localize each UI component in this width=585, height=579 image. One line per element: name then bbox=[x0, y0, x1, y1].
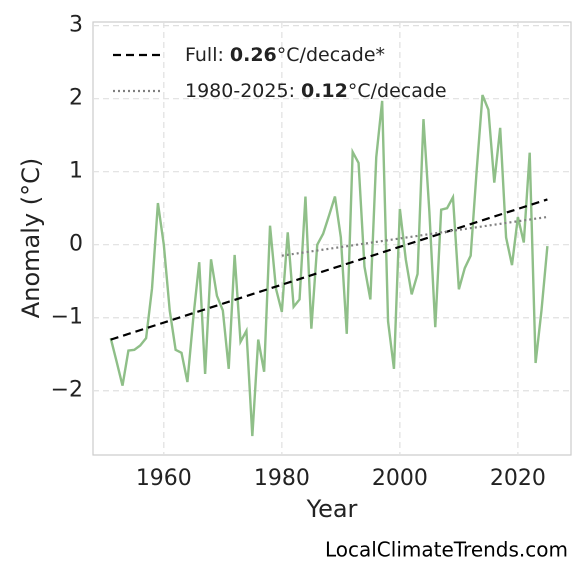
legend-unit: °C/decade bbox=[348, 80, 447, 102]
x-tick-label: 2020 bbox=[490, 466, 546, 491]
y-tick-label: 1 bbox=[69, 159, 83, 184]
y-axis-label: Anomaly (°C) bbox=[17, 158, 45, 318]
y-tick-label: 0 bbox=[69, 232, 83, 257]
legend-entry: Full: 0.26°C/decade* bbox=[185, 44, 385, 66]
y-tick-label: 2 bbox=[69, 86, 83, 111]
trend-line bbox=[110, 198, 548, 341]
legend-slope: 0.26 bbox=[230, 44, 277, 66]
x-tick-label: 1960 bbox=[136, 466, 192, 491]
legend-unit: °C/decade* bbox=[277, 44, 385, 66]
x-axis-label: Year bbox=[306, 495, 358, 523]
legend-slope: 0.12 bbox=[301, 80, 348, 102]
y-tick-label: 3 bbox=[69, 13, 83, 38]
x-tick-label: 2000 bbox=[372, 466, 428, 491]
y-tick-label: −1 bbox=[51, 305, 83, 330]
legend-name: Full: bbox=[185, 44, 224, 66]
plot-frame bbox=[92, 21, 572, 456]
data-line bbox=[109, 94, 549, 437]
footer: LocalClimateTrends.com bbox=[325, 538, 568, 562]
legend-entry: 1980-2025: 0.12°C/decade bbox=[185, 80, 447, 102]
y-tick-label: −2 bbox=[51, 378, 83, 403]
x-tick-label: 1980 bbox=[254, 466, 310, 491]
legend-name: 1980-2025: bbox=[185, 80, 295, 102]
